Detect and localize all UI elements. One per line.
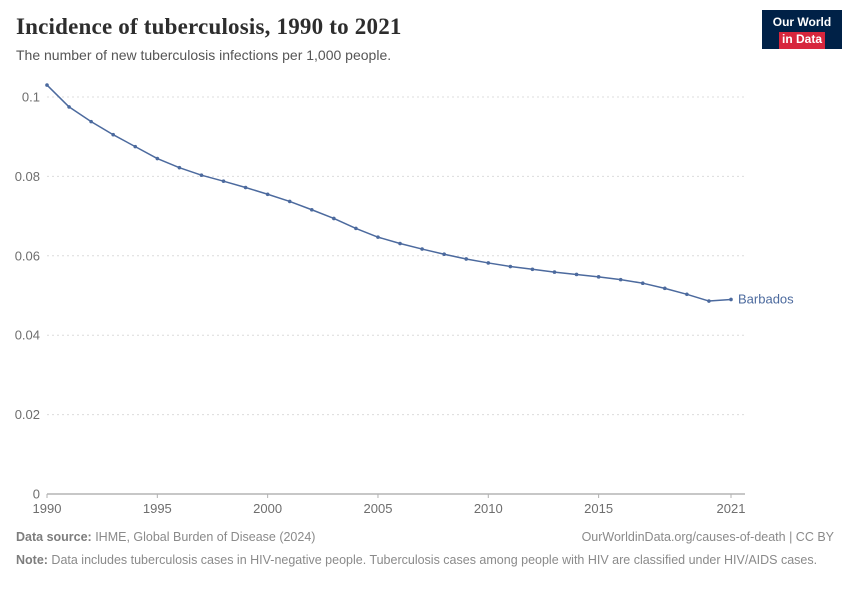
data-point bbox=[309, 207, 314, 212]
x-tick-label: 2015 bbox=[584, 501, 613, 516]
data-point bbox=[177, 165, 182, 170]
data-point bbox=[729, 297, 733, 302]
data-point bbox=[596, 275, 601, 279]
data-point bbox=[663, 286, 667, 291]
data-point bbox=[354, 226, 358, 231]
data-source: Data source: IHME, Global Burden of Dise… bbox=[16, 530, 315, 544]
logo-line-in-data: in Data bbox=[778, 31, 825, 50]
y-tick-label: 0.02 bbox=[15, 407, 40, 422]
data-source-label: Data source: bbox=[16, 530, 92, 544]
data-point bbox=[464, 257, 469, 261]
data-point bbox=[508, 264, 513, 269]
data-point bbox=[332, 216, 336, 221]
license-link[interactable]: OurWorldinData.org/causes-of-death | CC … bbox=[581, 530, 834, 544]
data-point bbox=[376, 235, 380, 239]
y-tick-label: 0.06 bbox=[15, 248, 40, 263]
data-point bbox=[265, 192, 270, 197]
data-point bbox=[574, 272, 579, 277]
data-point bbox=[552, 270, 557, 274]
data-point bbox=[155, 156, 160, 161]
data-point bbox=[486, 261, 491, 265]
chart-header: Incidence of tuberculosis, 1990 to 2021 … bbox=[0, 0, 850, 63]
page-title: Incidence of tuberculosis, 1990 to 2021 bbox=[16, 14, 402, 39]
chart-note: Note: Data includes tuberculosis cases i… bbox=[16, 551, 834, 569]
data-point bbox=[199, 173, 204, 178]
data-point bbox=[640, 281, 645, 285]
chart-subtitle: The number of new tuberculosis infection… bbox=[16, 47, 392, 63]
owid-logo[interactable]: Our World in Data bbox=[762, 10, 842, 50]
chart-footer: Data source: IHME, Global Burden of Dise… bbox=[16, 530, 834, 569]
logo-line-our-world: Our World bbox=[772, 15, 832, 29]
y-tick-label: 0.1 bbox=[22, 90, 40, 105]
x-tick-label: 2021 bbox=[717, 501, 746, 516]
y-tick-label: 0.04 bbox=[15, 328, 40, 343]
data-source-text: IHME, Global Burden of Disease (2024) bbox=[91, 530, 316, 544]
x-tick-label: 1995 bbox=[143, 501, 172, 516]
x-tick-label: 1990 bbox=[33, 501, 62, 516]
data-point bbox=[707, 299, 711, 303]
line-chart: 0 0.02 0.04 0.06 0.08 0.1 1990 1995 2000 2005 2010… bbox=[15, 83, 794, 516]
data-point bbox=[530, 267, 535, 272]
data-point bbox=[111, 132, 115, 137]
data-point bbox=[243, 185, 248, 190]
note-label: Note: bbox=[16, 553, 48, 567]
data-point bbox=[45, 83, 49, 87]
data-line bbox=[46, 84, 732, 302]
data-point bbox=[685, 292, 689, 297]
x-tick-label: 2005 bbox=[364, 501, 393, 516]
x-tick-label: 2000 bbox=[253, 501, 282, 516]
data-point bbox=[442, 252, 446, 257]
data-point bbox=[618, 277, 623, 282]
x-tick-label: 2010 bbox=[474, 501, 503, 516]
data-point bbox=[287, 199, 292, 204]
data-point bbox=[420, 247, 424, 251]
data-point bbox=[89, 119, 93, 124]
y-tick-label: 0.08 bbox=[15, 169, 40, 184]
data-point bbox=[67, 105, 71, 109]
data-point bbox=[398, 241, 402, 246]
note-text: Data includes tuberculosis cases in HIV-… bbox=[47, 553, 818, 567]
data-point bbox=[133, 144, 138, 149]
y-tick-label: 0 bbox=[33, 487, 40, 502]
series-label-barbados[interactable]: Barbados bbox=[738, 291, 794, 306]
data-point bbox=[221, 179, 226, 183]
